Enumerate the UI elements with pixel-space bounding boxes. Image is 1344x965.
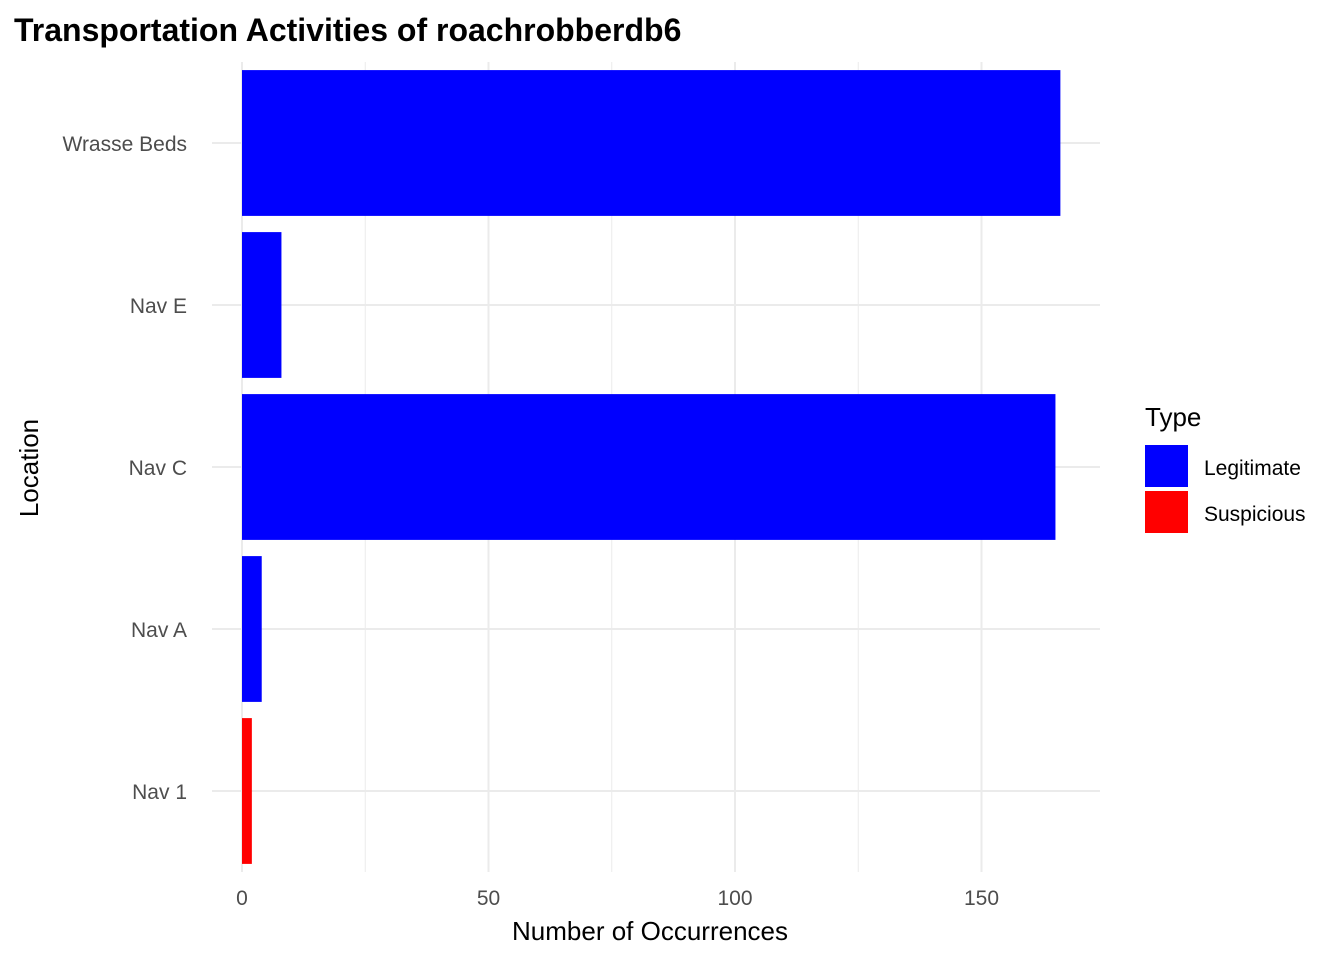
legend-label-legitimate: Legitimate <box>1204 457 1301 480</box>
bar-nav-1 <box>242 718 252 864</box>
y-tick-label: Nav A <box>131 619 187 642</box>
y-tick-label: Nav E <box>130 295 187 318</box>
bar-nav-a <box>242 556 262 702</box>
y-tick-label: Wrasse Beds <box>63 133 188 156</box>
x-tick-label: 50 <box>477 887 500 910</box>
x-tick-label: 100 <box>717 887 752 910</box>
legend-swatch-legitimate <box>1145 445 1188 487</box>
bar-wrasse-beds <box>242 70 1061 216</box>
legend-title: Type <box>1145 402 1201 432</box>
x-tick-label: 0 <box>236 887 248 910</box>
legend-label-suspicious: Suspicious <box>1204 503 1306 526</box>
y-tick-label: Nav C <box>129 457 187 480</box>
bars <box>242 70 1061 864</box>
y-tick-labels: Wrasse Beds Nav E Nav C Nav A Nav 1 <box>63 133 188 804</box>
x-tick-label: 150 <box>964 887 999 910</box>
x-axis-title: Number of Occurrences <box>512 916 788 946</box>
y-tick-label: Nav 1 <box>132 781 187 804</box>
x-tick-labels: 0 50 100 150 <box>236 887 999 910</box>
y-axis-title: Location <box>14 419 44 517</box>
bar-nav-e <box>242 232 282 378</box>
bar-nav-c <box>242 394 1056 540</box>
legend: Type Legitimate Suspicious <box>1145 402 1306 533</box>
chart-title: Transportation Activities of roachrobber… <box>14 12 681 48</box>
legend-swatch-suspicious <box>1145 491 1188 533</box>
